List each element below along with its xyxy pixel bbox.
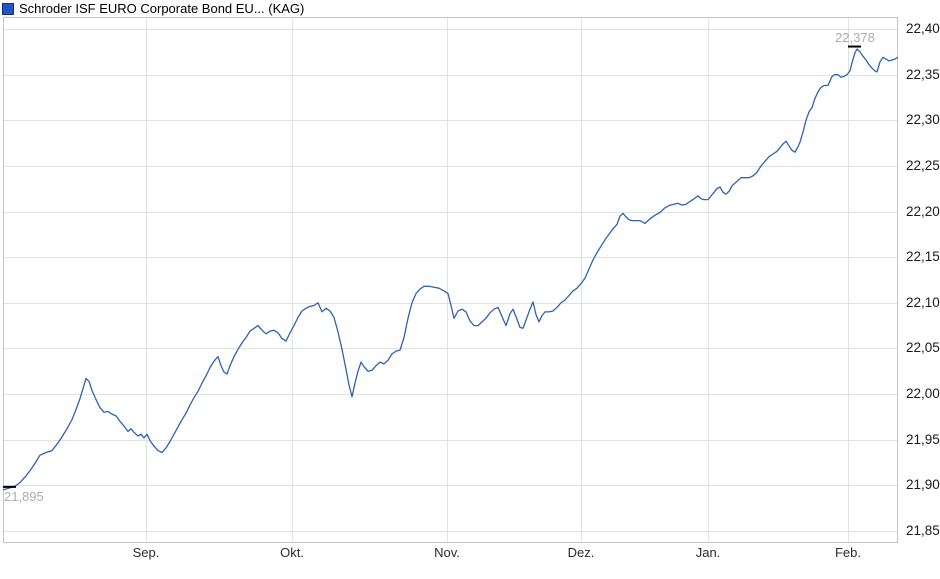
y-axis-label: 21,95 <box>906 431 940 447</box>
series-color-swatch-icon <box>2 2 14 15</box>
y-axis-label: 22,00 <box>906 386 940 402</box>
x-axis-label: Dez. <box>567 545 595 560</box>
y-axis-label: 22,05 <box>906 340 940 356</box>
x-axis-label: Nov. <box>434 545 460 560</box>
y-axis-label: 22,20 <box>906 203 940 219</box>
y-axis-label: 21,85 <box>906 522 940 538</box>
x-axis-label: Sep. <box>132 545 160 560</box>
y-axis-label: 22,35 <box>906 66 940 82</box>
start-value-annotation: 21,895 <box>4 489 44 504</box>
y-axis-label: 21,90 <box>906 477 940 493</box>
y-axis-label: 22,15 <box>906 249 940 265</box>
y-axis-label: 22,25 <box>906 157 940 173</box>
max-value-annotation: 22,378 <box>835 30 875 45</box>
y-axis-label: 22,30 <box>906 112 940 128</box>
y-axis-label: 22,40 <box>906 20 940 36</box>
chart-title: Schroder ISF EURO Corporate Bond EU... (… <box>19 1 305 16</box>
y-axis-label: 22,10 <box>906 294 940 310</box>
chart-legend: Schroder ISF EURO Corporate Bond EU... (… <box>2 2 304 15</box>
plot-border <box>3 17 898 543</box>
price-line-chart <box>2 17 899 543</box>
plot-area <box>2 17 899 543</box>
x-axis-label: Feb. <box>834 545 862 560</box>
x-axis-label: Okt. <box>280 545 304 560</box>
x-axis-label: Jan. <box>695 545 721 560</box>
price-line <box>2 48 899 491</box>
